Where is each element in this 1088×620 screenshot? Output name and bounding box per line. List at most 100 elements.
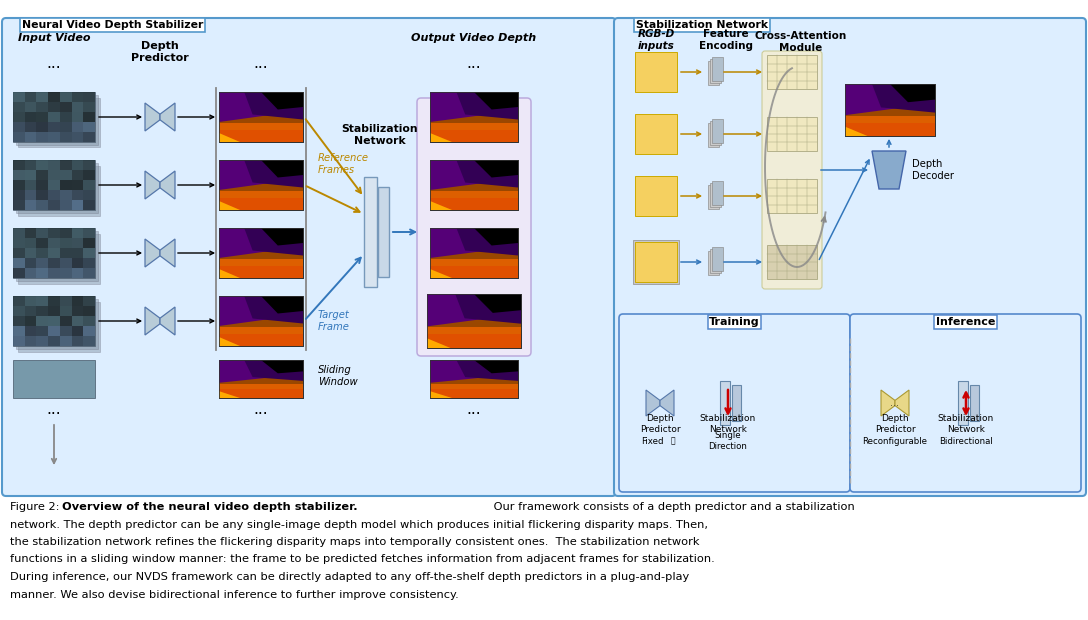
FancyBboxPatch shape [635, 242, 677, 282]
FancyBboxPatch shape [708, 251, 719, 275]
FancyBboxPatch shape [635, 114, 677, 154]
Bar [84, 92, 95, 102]
Bar [36, 180, 48, 190]
Bar [13, 200, 25, 210]
Polygon shape [219, 384, 302, 398]
FancyBboxPatch shape [635, 52, 677, 92]
FancyBboxPatch shape [710, 121, 721, 145]
Bar [13, 180, 25, 190]
Polygon shape [261, 92, 302, 110]
FancyBboxPatch shape [713, 56, 724, 81]
FancyBboxPatch shape [614, 18, 1086, 496]
Bar [36, 160, 48, 170]
FancyBboxPatch shape [713, 247, 724, 270]
Polygon shape [219, 259, 302, 278]
Bar [60, 336, 72, 346]
Polygon shape [881, 390, 895, 416]
Bar [84, 102, 95, 112]
Polygon shape [845, 116, 935, 136]
Bar [36, 258, 48, 268]
Text: Overview of the neural video depth stabilizer.: Overview of the neural video depth stabi… [62, 502, 358, 512]
Bar [13, 92, 25, 102]
Bar [48, 296, 60, 306]
Bar [25, 180, 36, 190]
Bar [36, 92, 48, 102]
Bar [84, 316, 95, 326]
Bar [25, 316, 36, 326]
Text: Stabilization
Network: Stabilization Network [700, 414, 756, 434]
Bar [13, 326, 25, 336]
Bar [60, 258, 72, 268]
Polygon shape [145, 307, 160, 335]
Bar [60, 306, 72, 316]
Polygon shape [456, 360, 518, 381]
Polygon shape [219, 250, 302, 265]
Bar [84, 268, 95, 278]
Bar [36, 336, 48, 346]
Polygon shape [145, 171, 160, 199]
Polygon shape [430, 201, 452, 210]
Bar [84, 190, 95, 200]
Bar [36, 200, 48, 210]
Text: ...: ... [467, 56, 481, 71]
FancyBboxPatch shape [710, 183, 721, 207]
Bar [84, 160, 95, 170]
Bar [48, 112, 60, 122]
Bar [36, 102, 48, 112]
Bar [60, 180, 72, 190]
FancyBboxPatch shape [710, 59, 721, 83]
Polygon shape [219, 160, 273, 190]
Text: Stabilization Network: Stabilization Network [636, 20, 768, 30]
FancyBboxPatch shape [619, 314, 850, 492]
Polygon shape [646, 390, 660, 416]
Bar [25, 238, 36, 248]
Polygon shape [430, 377, 518, 389]
Polygon shape [219, 182, 302, 198]
FancyBboxPatch shape [426, 294, 521, 348]
Text: Figure 2:: Figure 2: [10, 502, 63, 512]
FancyBboxPatch shape [720, 381, 730, 425]
Polygon shape [430, 160, 487, 190]
Polygon shape [219, 377, 302, 389]
Polygon shape [426, 318, 521, 335]
Bar [13, 268, 25, 278]
Polygon shape [244, 92, 302, 120]
Polygon shape [474, 92, 518, 110]
Bar [25, 306, 36, 316]
Bar [48, 238, 60, 248]
Text: network. The depth predictor can be any single-image depth model which produces : network. The depth predictor can be any … [10, 520, 708, 529]
Polygon shape [244, 360, 302, 381]
Polygon shape [430, 259, 518, 278]
Bar [48, 190, 60, 200]
Bar [36, 228, 48, 238]
Text: manner. We also devise bidirectional inference to further improve consistency.: manner. We also devise bidirectional inf… [10, 590, 459, 600]
Bar [60, 200, 72, 210]
FancyBboxPatch shape [18, 97, 100, 148]
FancyBboxPatch shape [219, 228, 302, 278]
Bar [72, 248, 84, 258]
Bar [36, 112, 48, 122]
Bar [60, 170, 72, 180]
Polygon shape [219, 327, 302, 346]
Bar [36, 238, 48, 248]
Bar [84, 132, 95, 142]
Bar [13, 248, 25, 258]
Polygon shape [244, 160, 302, 187]
Polygon shape [219, 337, 240, 346]
Bar [60, 296, 72, 306]
FancyBboxPatch shape [2, 18, 616, 496]
Bar [48, 122, 60, 132]
Bar [36, 268, 48, 278]
Polygon shape [430, 269, 452, 278]
FancyBboxPatch shape [767, 179, 817, 213]
Polygon shape [430, 228, 487, 258]
Text: Sliding
Window: Sliding Window [318, 365, 358, 387]
Text: ...: ... [254, 56, 269, 71]
Bar [84, 306, 95, 316]
Polygon shape [456, 228, 518, 255]
Polygon shape [430, 191, 518, 210]
Polygon shape [219, 191, 302, 210]
Polygon shape [426, 327, 521, 348]
Bar [13, 228, 25, 238]
Polygon shape [219, 92, 273, 122]
